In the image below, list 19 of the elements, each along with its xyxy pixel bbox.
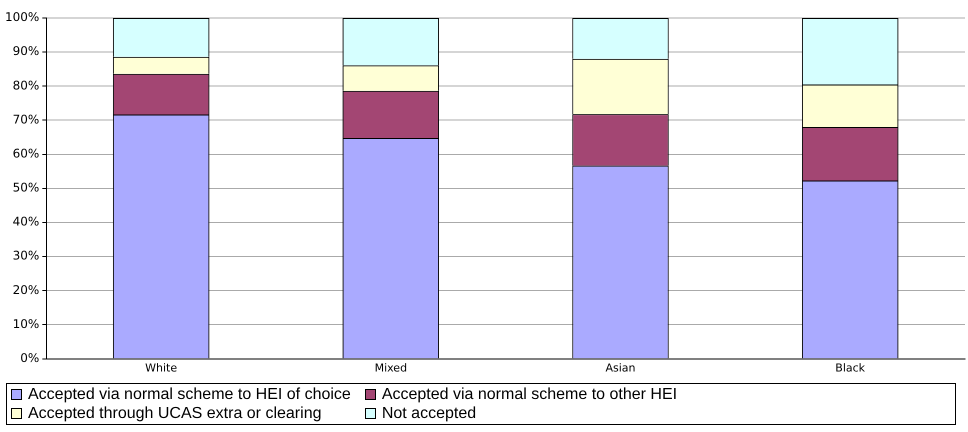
y-tick-label: 80% bbox=[12, 78, 40, 92]
y-tick-label: 0% bbox=[20, 350, 40, 365]
y-tick-label: 90% bbox=[12, 44, 40, 58]
legend-label: Accepted via normal scheme to HEI of choice bbox=[28, 385, 351, 404]
x-tick-label: Black bbox=[835, 361, 866, 374]
x-tick-label: Mixed bbox=[374, 361, 408, 374]
y-tick-label: 60% bbox=[12, 146, 40, 160]
legend-label: Accepted through UCAS extra or clearing bbox=[28, 404, 322, 423]
y-tick-label: 50% bbox=[12, 180, 40, 195]
y-tick-label: 40% bbox=[12, 214, 40, 229]
y-tick-label: 70% bbox=[12, 112, 40, 126]
legend-label: Accepted via normal scheme to other HEI bbox=[382, 385, 678, 404]
y-tick-label: 30% bbox=[12, 248, 40, 263]
y-tick-label: 10% bbox=[12, 316, 40, 331]
x-tick-label: Asian bbox=[605, 361, 636, 374]
y-tick-label: 20% bbox=[12, 282, 40, 297]
legend-label: Not accepted bbox=[382, 404, 476, 423]
x-tick-label: White bbox=[145, 361, 178, 374]
y-tick-label: 100% bbox=[4, 10, 40, 24]
